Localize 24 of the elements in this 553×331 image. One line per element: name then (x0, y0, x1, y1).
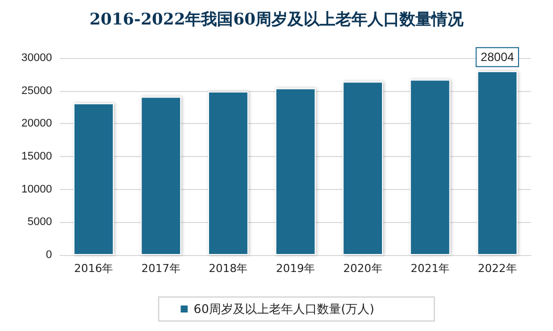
x-tick-label: 2021年 (410, 262, 450, 275)
y-tick-label: 25000 (21, 84, 52, 97)
bar (342, 82, 383, 255)
bar (140, 96, 182, 255)
data-label: 28004 (480, 50, 514, 64)
legend-label: 60周岁及以上老年人口数量(万人) (194, 302, 374, 316)
y-tick-label: 5000 (28, 216, 52, 228)
bar (208, 91, 248, 255)
y-tick-label: 0 (46, 249, 52, 261)
bar (477, 71, 518, 255)
x-tick-label: 2019年 (276, 262, 315, 275)
bar (275, 88, 316, 255)
x-tick-label: 2016年 (74, 262, 114, 275)
x-tick-label: 2022年 (478, 262, 517, 275)
x-tick-label: 2018年 (208, 262, 248, 275)
y-tick-label: 15000 (21, 150, 52, 162)
y-tick-label: 30000 (21, 52, 52, 64)
bar (73, 103, 114, 255)
bar (410, 80, 450, 255)
y-tick-label: 10000 (21, 183, 52, 196)
x-tick-label: 2017年 (141, 262, 180, 275)
chart-title: 2016-2022年我国60周岁及以上老年人口数量情况 (90, 10, 464, 28)
y-tick-label: 20000 (21, 118, 52, 130)
x-tick-label: 2020年 (343, 262, 382, 275)
